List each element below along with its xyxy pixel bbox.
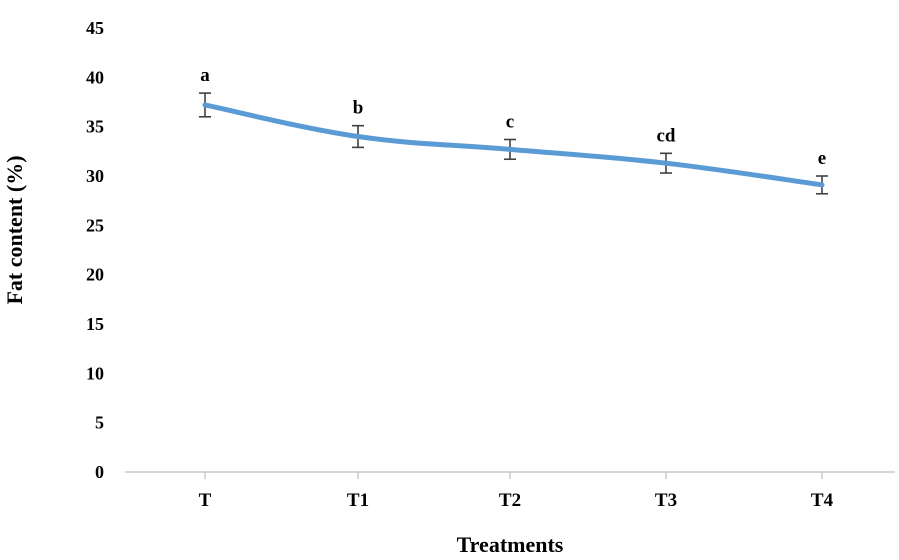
y-tick-label: 25 (86, 215, 104, 235)
significance-labels: a b c cd e (200, 65, 826, 169)
error-bars (199, 93, 828, 194)
y-tick-label: 10 (86, 363, 104, 383)
y-axis-title: Fat content (%) (2, 155, 27, 304)
x-tick-label: T (199, 490, 212, 511)
y-tick-label: 15 (86, 314, 104, 334)
y-tick-label: 35 (86, 117, 104, 137)
y-tick-label: 45 (86, 18, 104, 38)
x-axis: T T1 T2 T3 T4 (125, 472, 895, 511)
x-tick-label: T2 (499, 490, 521, 511)
significance-label: b (353, 98, 364, 119)
y-axis-ticks: 0 5 10 15 20 25 30 35 40 45 (86, 18, 104, 482)
significance-label: cd (657, 125, 676, 146)
y-tick-label: 30 (86, 166, 104, 186)
significance-label: a (200, 65, 210, 86)
significance-label: e (818, 148, 826, 169)
y-tick-label: 40 (86, 67, 104, 87)
y-tick-label: 0 (95, 462, 104, 482)
x-axis-title: Treatments (457, 532, 564, 555)
x-tick-label: T3 (655, 490, 677, 511)
x-tick-label: T4 (811, 490, 834, 511)
x-tick-label: T1 (347, 490, 369, 511)
significance-label: c (506, 111, 514, 132)
y-tick-label: 5 (95, 413, 104, 433)
y-tick-label: 20 (86, 265, 104, 285)
